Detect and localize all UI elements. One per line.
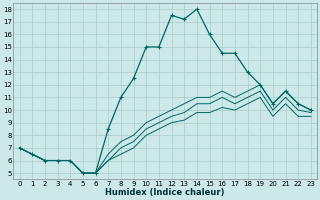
X-axis label: Humidex (Indice chaleur): Humidex (Indice chaleur) xyxy=(106,188,225,197)
